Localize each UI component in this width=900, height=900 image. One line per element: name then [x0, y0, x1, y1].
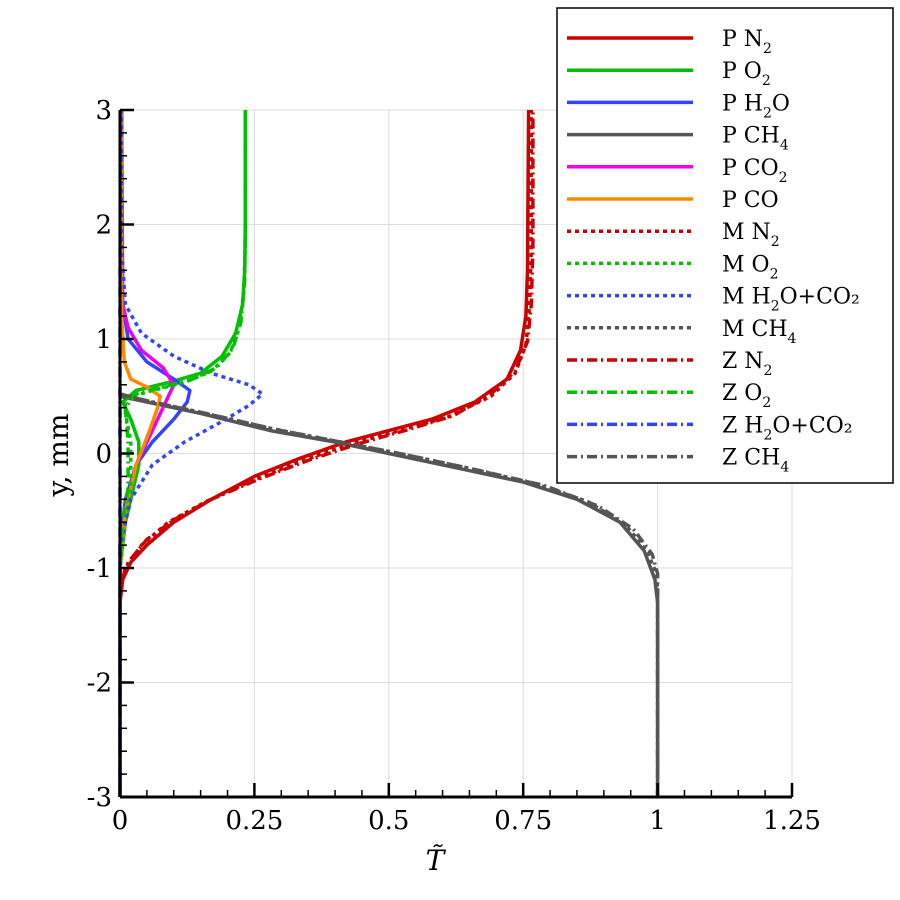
y-tick-label: 1: [95, 325, 112, 355]
x-tick-label: 0.75: [494, 806, 552, 836]
legend-label: M CH4: [722, 317, 797, 347]
y-tick-label: 0: [95, 440, 112, 470]
legend-label: P CO: [722, 188, 779, 213]
legend-label: P O2: [722, 59, 771, 89]
y-tick-label: -2: [87, 669, 112, 699]
y-tick-label: 2: [95, 211, 112, 241]
series-line: [118, 110, 248, 797]
series-line: [118, 110, 535, 797]
legend-label: P CH4: [722, 124, 789, 154]
legend-label: P N2: [722, 27, 772, 57]
x-axis-title: T̃: [426, 844, 447, 877]
series-layer: [118, 109, 660, 797]
ticks: 0 0.25 0.5 0.75 1 1.25 -3 -2 -1 0 1 2 3: [87, 96, 821, 836]
legend-label: Z H2O+CO₂: [722, 413, 853, 443]
x-tick-label: 0.25: [225, 806, 283, 836]
y-axis-title: y, mm: [42, 413, 75, 497]
series-line: [118, 109, 163, 797]
y-tick-label: -1: [87, 554, 112, 584]
legend-label: M H2O+CO₂: [722, 285, 860, 315]
y-tick-label: -3: [87, 783, 112, 813]
series-line: [119, 392, 660, 797]
series-line: [118, 110, 265, 797]
legend-label: P CO2: [722, 156, 788, 186]
x-tick-label: 1.25: [763, 806, 821, 836]
x-tick-label: 0: [112, 806, 129, 836]
y-tick-label: 3: [95, 96, 112, 126]
legend-label: Z N2: [722, 349, 772, 379]
legend-label: M O2: [722, 252, 778, 282]
x-tick-label: 0.5: [368, 806, 409, 836]
x-tick-label: 1: [649, 806, 666, 836]
legend-label: Z O2: [722, 381, 771, 411]
legend-label: Z CH4: [722, 446, 789, 476]
legend-label: P H2O: [722, 91, 790, 121]
legend-box: [556, 7, 894, 484]
legend-label: M N2: [722, 220, 780, 250]
